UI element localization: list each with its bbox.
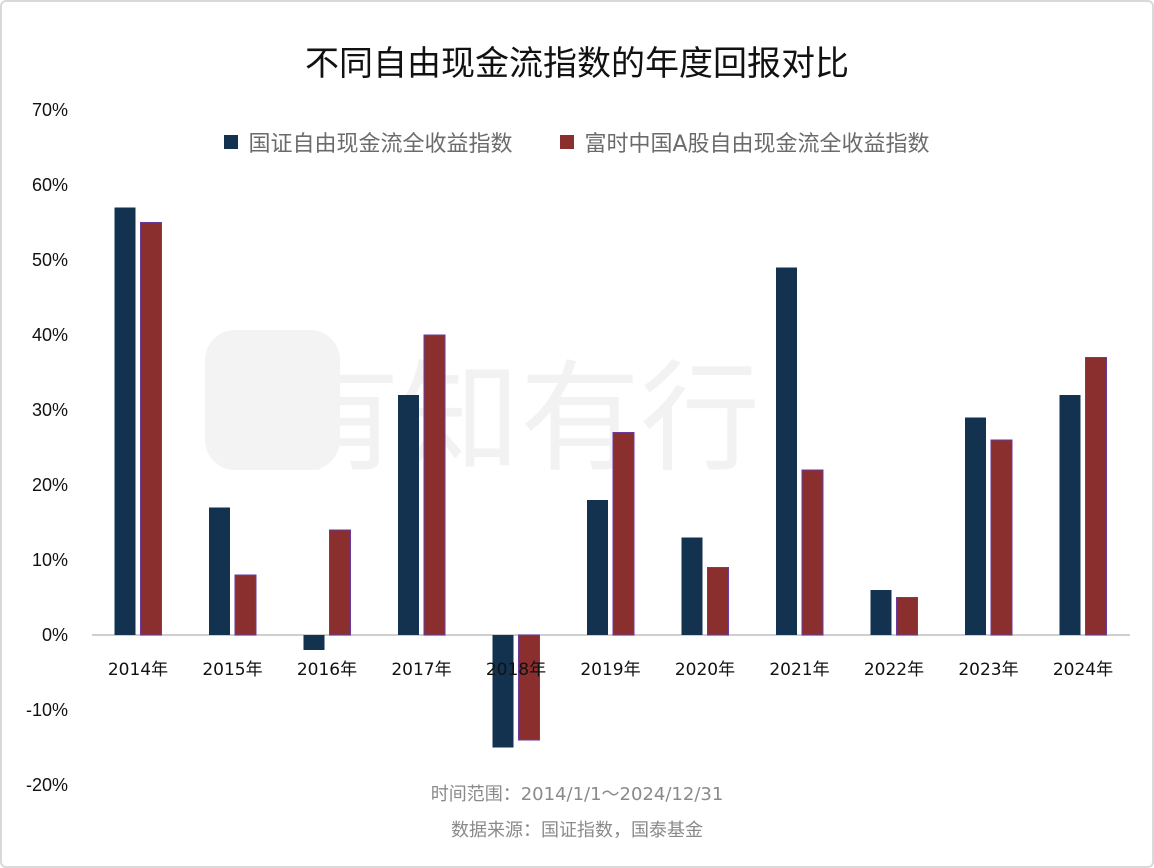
bar-series-1	[114, 207, 136, 635]
bar-series-2	[1085, 357, 1107, 636]
chart-title: 不同自由现金流指数的年度回报对比	[305, 44, 849, 84]
chart-legend: 国证自由现金流全收益指数 富时中国A股自由现金流全收益指数	[0, 126, 1154, 158]
x-tick-label: 2023年	[958, 660, 1018, 680]
bar-series-2	[234, 574, 257, 636]
y-tick-label: 30%	[32, 400, 68, 420]
x-tick-label: 2017年	[391, 660, 451, 680]
bar-series-1	[1059, 395, 1081, 635]
y-tick-label: 10%	[32, 550, 68, 570]
legend-item-series-1: 国证自由现金流全收益指数	[224, 126, 512, 158]
legend-item-series-2: 富时中国A股自由现金流全收益指数	[560, 126, 930, 158]
y-tick-label: 60%	[32, 175, 68, 195]
y-tick-label: 0%	[42, 625, 68, 645]
x-tick-label: 2022年	[864, 660, 924, 680]
watermark-text: 有知有行	[280, 350, 760, 489]
bar-series-1	[870, 590, 892, 635]
y-tick-label: 40%	[32, 325, 68, 345]
x-tick-label: 2015年	[202, 660, 262, 680]
bar-series-1	[303, 635, 325, 650]
x-tick-label: 2020年	[675, 660, 735, 680]
y-tick-label: -10%	[26, 700, 68, 720]
x-tick-label: 2021年	[769, 660, 829, 680]
bar-series-2	[990, 439, 1013, 636]
legend-label-series-2: 富时中国A股自由现金流全收益指数	[584, 132, 930, 157]
bar-series-1	[398, 395, 419, 635]
bar-series-2	[801, 469, 824, 636]
x-tick-label: 2016年	[297, 660, 357, 680]
y-tick-label: -20%	[26, 775, 68, 795]
legend-swatch-series-2	[560, 135, 575, 149]
bar-series-1	[965, 417, 986, 635]
y-tick-label: 70%	[32, 100, 68, 120]
x-tick-label: 2014年	[108, 660, 168, 680]
bar-series-1	[492, 635, 514, 748]
legend-swatch-series-1	[224, 135, 239, 149]
bar-series-2	[612, 432, 635, 636]
y-tick-label: 50%	[32, 250, 68, 270]
x-tick-label: 2024年	[1053, 660, 1113, 680]
bar-series-2	[518, 634, 540, 741]
x-tick-label: 2019年	[580, 660, 640, 680]
bar-series-1	[209, 507, 230, 635]
bar-series-1	[681, 537, 703, 635]
watermark-logo	[205, 330, 340, 470]
y-tick-label: 20%	[32, 475, 68, 495]
footer-time-range: 时间范围：2014/1/1～2024/12/31	[430, 784, 724, 805]
bar-series-2	[707, 567, 729, 636]
bar-series-2	[896, 597, 918, 636]
bar-series-2	[423, 334, 446, 636]
bar-series-2	[329, 529, 351, 636]
bar-series-1	[587, 500, 608, 635]
bar-series-1	[776, 267, 797, 635]
footer-source: 数据来源：国证指数，国泰基金	[451, 820, 703, 841]
bar-series-2	[140, 222, 162, 636]
x-tick-label: 2018年	[486, 660, 546, 680]
legend-label-series-1: 国证自由现金流全收益指数	[248, 132, 513, 157]
